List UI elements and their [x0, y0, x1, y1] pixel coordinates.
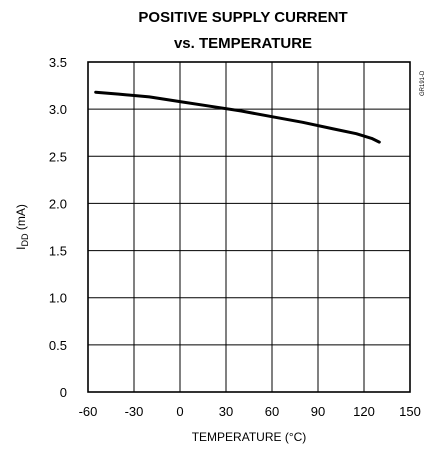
y-tick-label: 3.5	[49, 55, 67, 70]
series-line-idd	[94, 90, 381, 144]
y-axis-label: IDD (mA)	[14, 204, 30, 250]
y-axis-label-main: I	[14, 246, 28, 249]
y-tick-label: 1.5	[49, 244, 67, 259]
y-axis-label-subscript: DD	[20, 233, 30, 246]
figure-code: GR191-D	[420, 70, 426, 96]
y-axis-label-unit: (mA)	[14, 204, 28, 233]
x-tick-label: 150	[399, 404, 421, 419]
y-tick-label: 2.0	[49, 196, 67, 211]
chart-title-line-1: POSITIVE SUPPLY CURRENT	[138, 9, 347, 26]
chart-title-line-2: vs. TEMPERATURE	[174, 35, 312, 52]
x-tick-label: 0	[176, 404, 183, 419]
y-tick-label: 0.5	[49, 338, 67, 353]
x-tick-labels: -60 -30 0 30 60 90 120 150	[79, 404, 421, 419]
x-tick-label: -60	[79, 404, 98, 419]
y-tick-label: 2.5	[49, 149, 67, 164]
x-tick-label: 120	[353, 404, 375, 419]
y-tick-label: 1.0	[49, 291, 67, 306]
y-tick-labels: 0 0.5 1.0 1.5 2.0 2.5 3.0 3.5	[49, 55, 67, 400]
y-tick-label: 0	[60, 385, 67, 400]
x-tick-label: 60	[265, 404, 279, 419]
grid	[88, 62, 410, 392]
x-tick-label: -30	[125, 404, 144, 419]
x-tick-label: 90	[311, 404, 325, 419]
plot-frame	[87, 61, 411, 393]
x-tick-label: 30	[219, 404, 233, 419]
x-axis-label: TEMPERATURE (°C)	[192, 430, 307, 444]
y-tick-label: 3.0	[49, 102, 67, 117]
